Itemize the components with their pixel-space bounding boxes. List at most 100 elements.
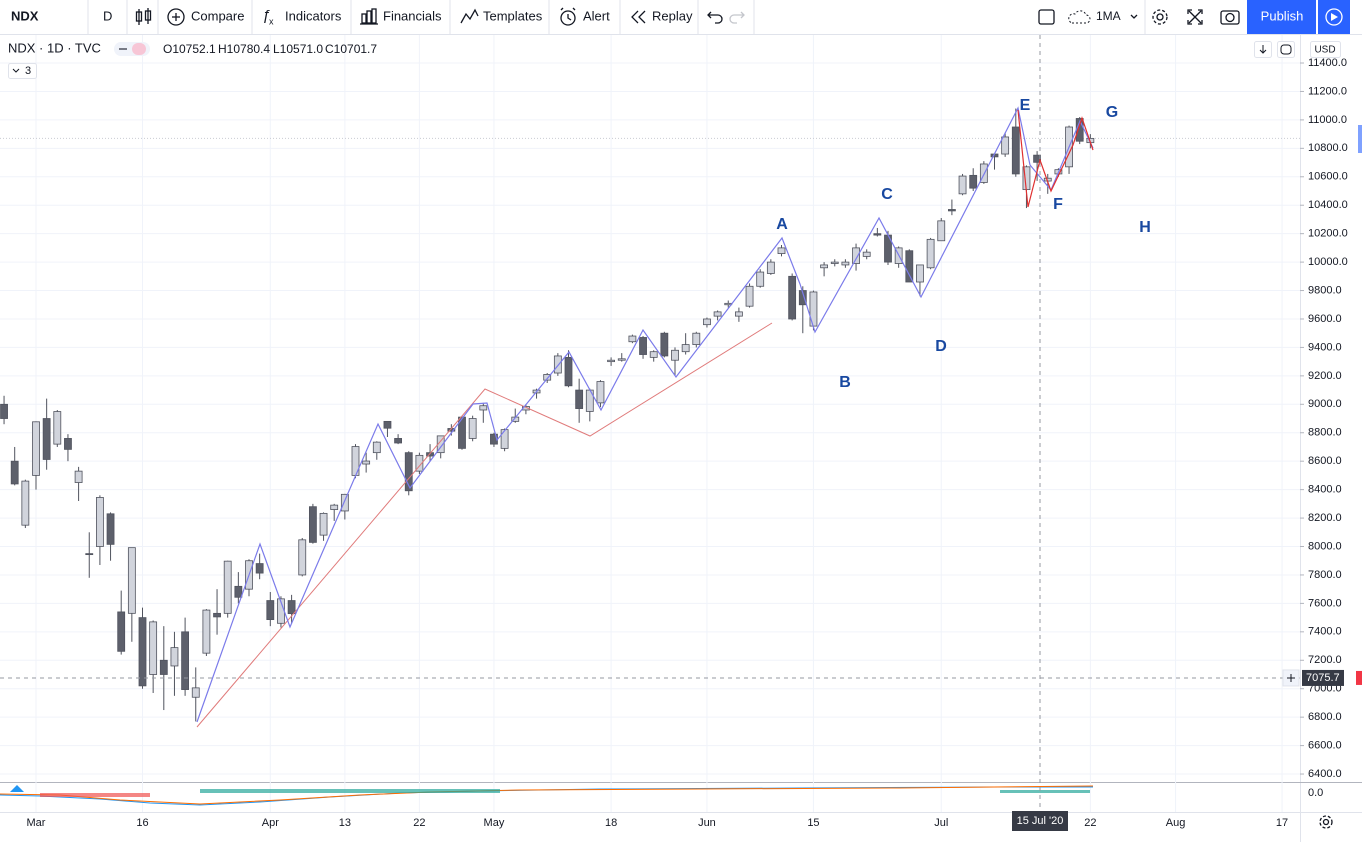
signal-line — [0, 785, 1094, 805]
currency[interactable]: USD — [1314, 45, 1335, 56]
interval-button[interactable]: D — [103, 8, 112, 23]
y-tick-label: 8000.0 — [1308, 540, 1342, 552]
legend-high: H10780.4 — [218, 42, 270, 56]
candle-body — [617, 358, 626, 361]
templates-icon[interactable] — [460, 8, 479, 24]
template-chevron[interactable] — [1130, 14, 1138, 19]
candle-body — [21, 480, 30, 526]
candle-body — [436, 435, 445, 454]
candle-body — [926, 238, 935, 269]
candle-body — [607, 359, 615, 363]
settings-button[interactable] — [1152, 9, 1168, 25]
candle-body — [830, 261, 839, 264]
candle-body — [905, 250, 914, 283]
candle-body — [255, 563, 264, 574]
reset-button[interactable] — [1277, 41, 1295, 58]
collapse-button[interactable] — [8, 63, 37, 79]
redo-button[interactable] — [729, 11, 745, 24]
candle-body — [937, 220, 946, 242]
candle-body — [500, 429, 509, 449]
y-tick-label: 8200.0 — [1308, 512, 1342, 524]
legend: NDX · 1D · TVC O10752.1 H10780.4 L10571.… — [8, 40, 1362, 829]
x-tick-label: Apr — [262, 817, 279, 829]
wave-label: H — [1139, 219, 1151, 236]
candle-body — [479, 405, 488, 411]
play-triangle[interactable] — [1331, 13, 1338, 21]
compare-button[interactable]: Compare — [191, 8, 244, 23]
cloud-icon[interactable] — [1068, 10, 1091, 24]
y-tick-label: 7200.0 — [1308, 654, 1342, 666]
candle-body — [756, 271, 765, 287]
candle-body — [735, 311, 743, 317]
candle-body — [426, 452, 434, 457]
axis-settings[interactable] — [1319, 815, 1333, 829]
x-tick-label: Jul — [934, 817, 948, 829]
financials-icon[interactable] — [360, 8, 378, 25]
fullscreen-button[interactable] — [1187, 9, 1203, 25]
candle-body — [223, 560, 232, 614]
candle-body — [948, 209, 956, 212]
candle-body — [362, 460, 371, 465]
zigzag-drawing — [196, 106, 1094, 723]
replay-icon[interactable] — [631, 10, 646, 24]
select-button[interactable] — [1038, 9, 1055, 25]
candle-body — [788, 275, 797, 320]
indicators-button[interactable]: Indicators — [285, 8, 342, 23]
y-tick-label: 10000.0 — [1308, 256, 1348, 268]
indicators-icon[interactable]: ƒ — [262, 7, 270, 24]
indicators-icon-x[interactable]: x — [269, 16, 274, 26]
indicator-pane — [0, 785, 1094, 806]
publish-button[interactable] — [1247, 0, 1316, 34]
snapshot-button[interactable] — [1220, 10, 1240, 25]
collapsed-count[interactable]: 3 — [25, 65, 31, 77]
status-icon — [132, 43, 146, 55]
candle-body — [798, 290, 807, 306]
compare-icon[interactable] — [167, 8, 185, 26]
crosshair-add-icon[interactable] — [1287, 673, 1295, 682]
scroll-icon[interactable] — [1259, 45, 1267, 54]
candle-body — [64, 438, 72, 450]
symbol-button[interactable]: NDX — [11, 8, 39, 23]
candle-body — [820, 264, 828, 269]
y-tick-label: 7400.0 — [1308, 626, 1342, 638]
templates-button[interactable]: Templates — [483, 8, 543, 23]
replay-button[interactable]: Replay — [652, 8, 693, 23]
y-tick-label: 7800.0 — [1308, 569, 1342, 581]
play-icon[interactable] — [1325, 8, 1343, 26]
candle-body — [628, 335, 637, 343]
candle-body — [149, 621, 158, 675]
alert-button[interactable]: Alert — [583, 8, 610, 23]
candle-body — [841, 261, 850, 266]
candle-body — [1033, 154, 1041, 163]
candle-body — [681, 344, 690, 353]
wave-label: C — [881, 186, 893, 203]
y-tick-label: 6600.0 — [1308, 740, 1342, 752]
x-tick-label: 22 — [1084, 817, 1096, 829]
wave-label: D — [935, 338, 947, 355]
x-tick-label: 22 — [413, 817, 425, 829]
candle-body — [394, 438, 403, 444]
x-tick-label: 18 — [605, 817, 617, 829]
undo-button[interactable] — [707, 11, 723, 24]
reset-icon[interactable] — [1280, 44, 1292, 55]
y-tick-label: 8600.0 — [1308, 455, 1342, 467]
indicator-template[interactable]: 1MA — [1096, 9, 1121, 23]
candle-body — [1011, 126, 1020, 175]
candle-body — [745, 285, 754, 307]
currency-box[interactable] — [1310, 41, 1341, 58]
chart-type-button[interactable] — [135, 8, 152, 25]
publish-label[interactable]: Publish — [1261, 8, 1304, 23]
legend-low: L10571.0 — [273, 42, 323, 56]
candle-body — [713, 311, 722, 317]
financials-button[interactable]: Financials — [383, 8, 442, 23]
candle-body — [170, 647, 179, 667]
alert-icon[interactable] — [560, 7, 576, 26]
candle-body — [117, 611, 126, 652]
histogram-negative — [40, 793, 150, 797]
pattern-drawing — [1017, 109, 1094, 208]
candle-body — [671, 349, 679, 361]
candle-body — [319, 512, 328, 536]
collapse-chevron[interactable] — [12, 68, 20, 73]
